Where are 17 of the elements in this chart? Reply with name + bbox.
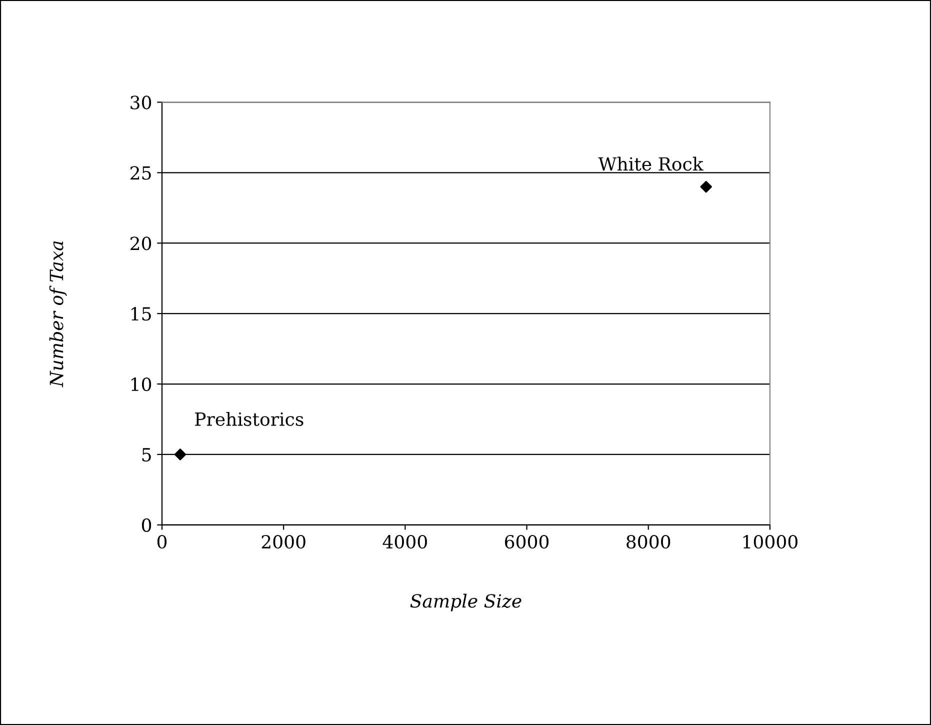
x-axis-title: Sample Size bbox=[410, 594, 522, 612]
x-tick-label: 0 bbox=[157, 534, 167, 549]
x-tick-label: 6000 bbox=[504, 534, 549, 549]
x-tick-label: 4000 bbox=[382, 534, 427, 549]
annotation: Prehistorics bbox=[195, 412, 304, 426]
y-tick-label: 5 bbox=[142, 448, 151, 462]
y-axis-title: Number of Taxa bbox=[49, 241, 67, 388]
y-tick-label: 30 bbox=[130, 96, 152, 110]
y-tick-label: 15 bbox=[132, 307, 151, 321]
x-tick-label: 8000 bbox=[626, 534, 670, 549]
y-tick-label: 0 bbox=[142, 518, 152, 532]
x-tick-label: 10000 bbox=[743, 534, 798, 549]
x-tick-label: 2000 bbox=[262, 534, 306, 549]
annotation: White Rock bbox=[598, 156, 704, 171]
y-tick-label: 10 bbox=[132, 377, 152, 392]
y-tick-label: 20 bbox=[130, 236, 152, 250]
y-tick-label: 25 bbox=[130, 166, 151, 180]
